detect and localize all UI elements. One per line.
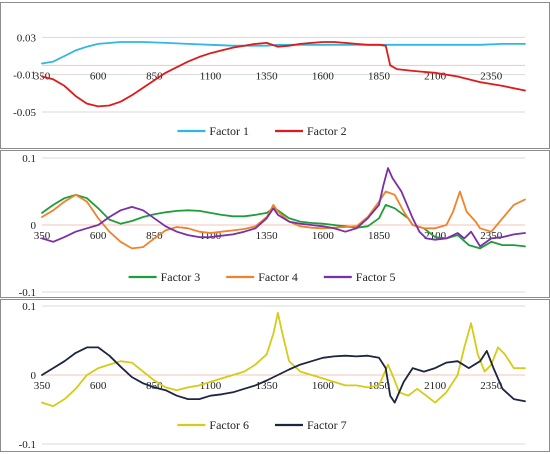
series-line-factor-2 [41,41,526,108]
x-tick-label: 1850 [368,230,391,242]
x-tick-label: 600 [90,230,107,242]
y-tick-label: -0.01 [13,70,36,82]
series-line-factor-7 [41,346,526,404]
y-tick-label: -0.05 [13,107,36,119]
x-tick-label: 850 [146,70,163,82]
x-tick-label: 600 [90,380,107,392]
legend-label-factor-4: Factor 4 [258,270,298,284]
panel-frame [0,150,550,298]
x-tick-label: 1850 [368,70,391,82]
legend-label-factor-5: Factor 5 [356,270,396,284]
legend-label-factor-6: Factor 6 [209,418,249,432]
y-tick-label: -0.1 [19,287,36,299]
panel-frame [0,2,550,149]
x-tick-label: 350 [34,380,51,392]
legend-label-factor-7: Factor 7 [307,418,347,432]
series-line-factor-5 [41,167,526,248]
x-tick-label: 1350 [256,230,279,242]
legend-label-factor-3: Factor 3 [161,270,201,284]
x-tick-label: 2350 [480,70,503,82]
x-tick-label: 2350 [480,230,503,242]
legend-label-factor-2: Factor 2 [307,124,347,138]
x-tick-label: 2100 [424,380,447,392]
x-tick-label: 1600 [312,380,335,392]
y-tick-label: 0 [31,220,37,232]
x-tick-label: 600 [90,70,107,82]
y-tick-label: 0 [31,370,37,382]
chart-panel-3: 0.10-0.1350 600 850 1100 1350 1600 1850 2100 235… [0,299,550,452]
x-tick-label: 1350 [256,380,279,392]
x-tick-label: 850 [146,230,163,242]
y-tick-label: 0.03 [17,32,37,44]
series-line-factor-3 [41,193,526,250]
series-line-factor-4 [41,190,526,250]
x-tick-label: 1600 [312,70,335,82]
legend-label-factor-1: Factor 1 [209,124,249,138]
y-tick-label: -0.1 [19,439,36,451]
series-line-factor-6 [41,312,526,407]
series-line-factor-1 [41,41,526,65]
x-tick-label: 2350 [480,380,503,392]
x-tick-label: 1600 [312,230,335,242]
chart-panel-2: 0.10-0.1350 600 850 1100 1350 1600 1850 2100 235… [0,150,550,299]
y-tick-label: 0.1 [22,301,36,313]
y-tick-label: 0.1 [22,153,36,165]
x-tick-label: 1100 [200,70,222,82]
x-tick-label: 1350 [256,70,279,82]
